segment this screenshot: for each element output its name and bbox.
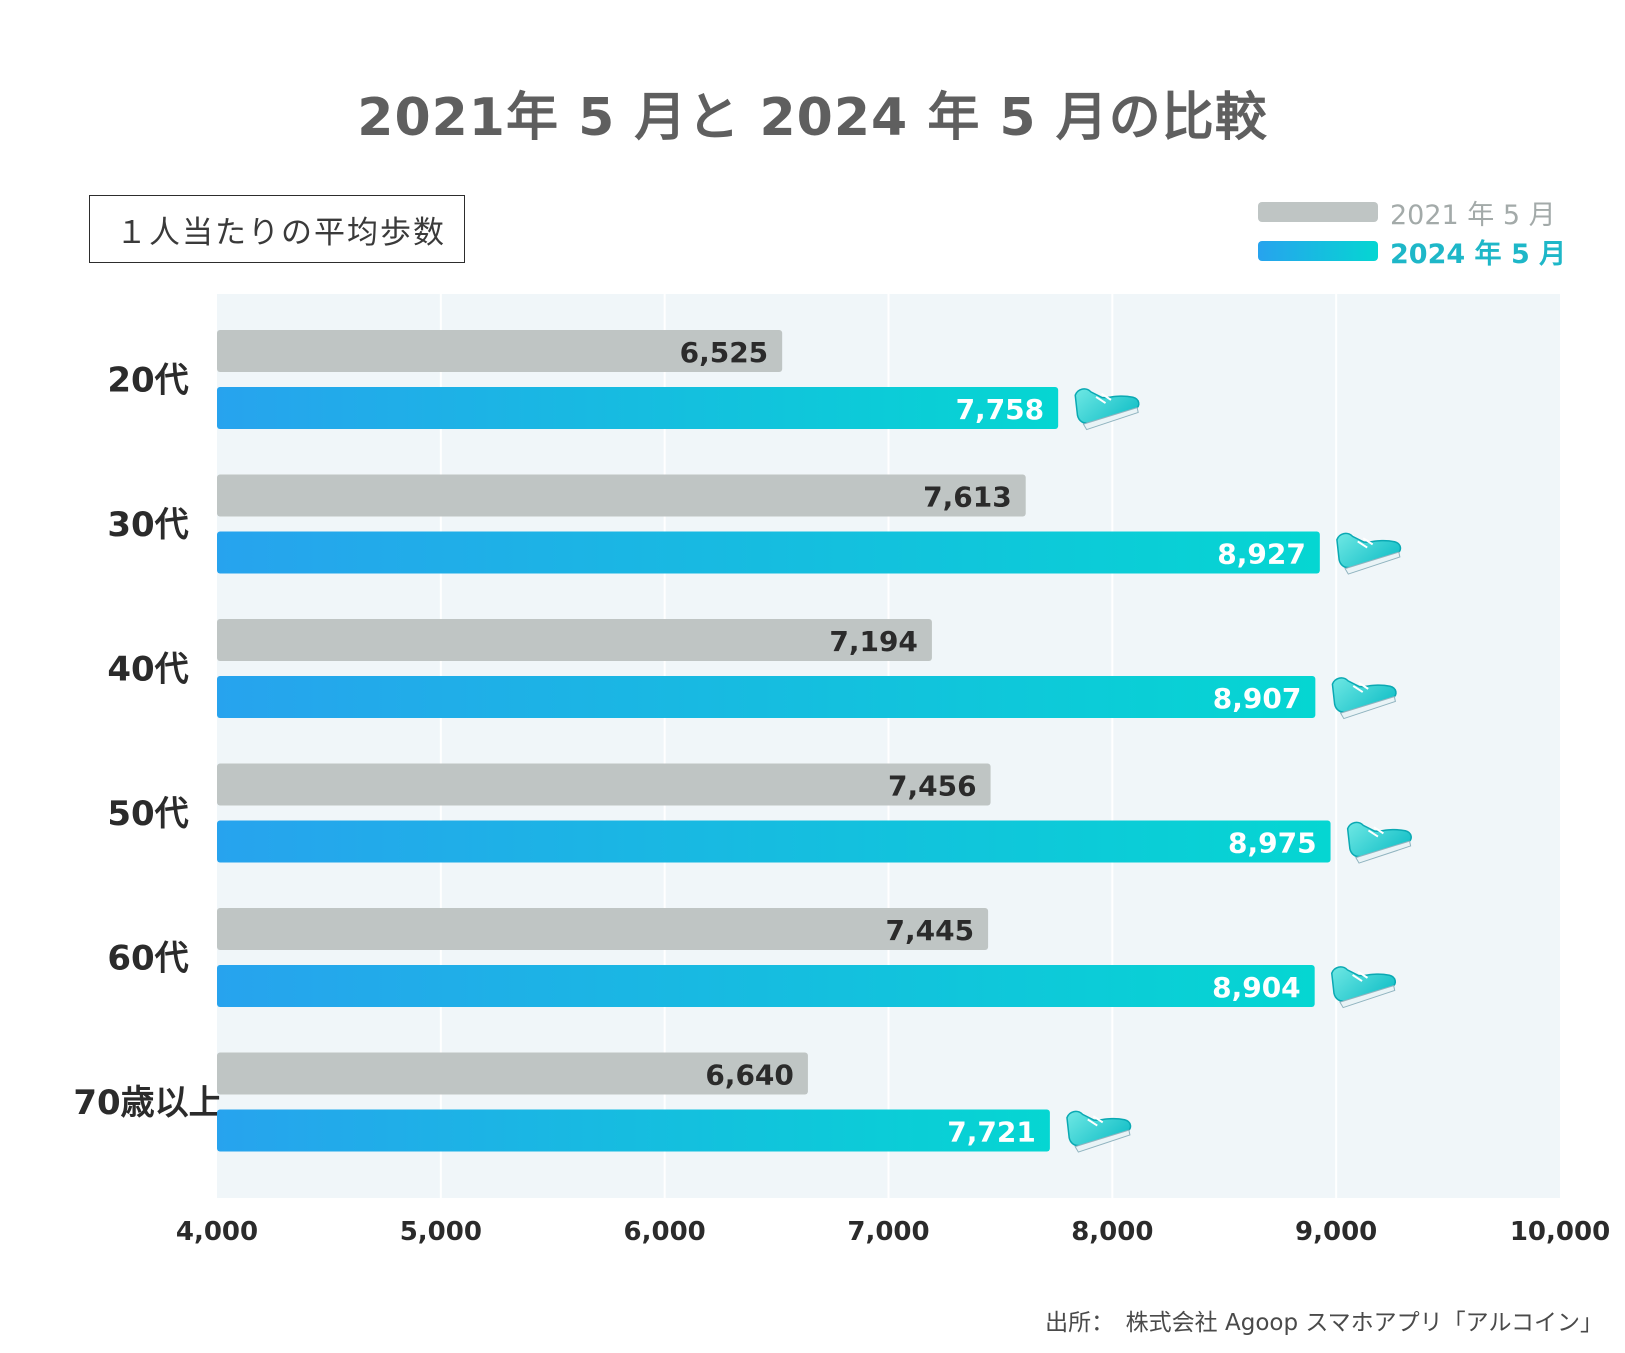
legend-swatch-2021 <box>1258 202 1378 222</box>
sneaker-laces <box>1367 826 1384 838</box>
sneaker-laces <box>1352 681 1369 693</box>
sneaker-icon <box>1331 677 1397 720</box>
sneaker-body <box>1066 1110 1132 1147</box>
sneaker-icon <box>1346 821 1412 864</box>
sneaker-sole <box>1355 840 1412 864</box>
bar-2024 <box>217 965 1315 1007</box>
data-label-2024: 7,721 <box>947 1116 1036 1149</box>
sneaker-sole <box>1082 406 1139 431</box>
data-label-2021: 7,456 <box>888 770 977 803</box>
x-tick-label: 10,000 <box>1510 1217 1610 1247</box>
sneaker-sole <box>1339 984 1396 1009</box>
legend-item-2024: 2024 年 5 月 <box>1258 234 1598 270</box>
data-label-2021: 7,613 <box>923 481 1012 514</box>
category-label: 50代 <box>107 794 188 834</box>
sneaker-sole <box>1074 1129 1131 1153</box>
sneaker-body <box>1074 388 1140 424</box>
bar-2021 <box>217 619 932 661</box>
sneaker-laces <box>1095 392 1112 404</box>
bar-2024 <box>217 676 1316 718</box>
bar-2024 <box>217 820 1331 863</box>
sneaker-icon <box>1330 966 1397 1009</box>
data-label-2021: 7,194 <box>829 625 918 658</box>
bar-2024 <box>217 387 1059 429</box>
legend-item-2021: 2021 年 5 月 <box>1258 195 1598 231</box>
bar-2021 <box>217 330 783 372</box>
sneaker-icon <box>1074 388 1140 431</box>
x-tick-label: 9,000 <box>1295 1217 1377 1247</box>
data-label-2024: 8,904 <box>1212 971 1301 1004</box>
sneaker-laces <box>1357 537 1374 549</box>
category-label: 30代 <box>107 505 188 545</box>
chart-title: 2021年 5 月と 2024 年 5 月の比較 <box>357 88 1268 148</box>
data-label-2021: 6,640 <box>705 1059 794 1092</box>
sneaker-body <box>1336 532 1402 569</box>
legend-swatch-2024 <box>1258 241 1378 261</box>
bar-2024 <box>217 531 1320 574</box>
bar-2021 <box>217 763 991 806</box>
x-tick-label: 4,000 <box>176 1217 258 1247</box>
data-label-2024: 8,975 <box>1228 827 1317 860</box>
sneaker-sole <box>1339 695 1396 720</box>
x-tick-label: 6,000 <box>624 1217 706 1247</box>
sneaker-body <box>1330 966 1397 1002</box>
legend-label-2024: 2024 年 5 月 <box>1390 238 1567 270</box>
data-label-2024: 8,927 <box>1217 538 1306 571</box>
bar-2021 <box>217 908 989 950</box>
data-label-2021: 6,525 <box>680 336 769 369</box>
sneaker-icon <box>1336 532 1402 575</box>
data-label-2024: 8,907 <box>1213 682 1302 715</box>
category-label: 60代 <box>107 939 188 979</box>
category-label: 20代 <box>107 361 188 401</box>
sneaker-laces <box>1352 970 1369 982</box>
data-label-2021: 7,445 <box>886 914 975 947</box>
legend: 2021 年 5 月 2024 年 5 月 <box>1258 195 1598 273</box>
sneaker-icon <box>1066 1110 1132 1153</box>
bar-2021 <box>217 1052 808 1095</box>
category-label: 70歳以上 <box>73 1083 222 1123</box>
sneaker-laces <box>1087 1115 1104 1127</box>
x-tick-label: 7,000 <box>847 1217 929 1247</box>
category-label: 40代 <box>107 650 188 690</box>
source-note: 出所： 株式会社 Agoop スマホアプリ「アルコイン」 <box>1045 1310 1603 1336</box>
sneaker-body <box>1346 821 1412 858</box>
sneaker-sole <box>1344 551 1401 575</box>
data-label-2024: 7,758 <box>956 393 1045 426</box>
bar-2021 <box>217 474 1026 517</box>
x-tick-label: 8,000 <box>1071 1217 1153 1247</box>
sneaker-body <box>1331 677 1397 713</box>
metric-label-box: １人当たりの平均歩数 <box>89 195 465 263</box>
x-tick-label: 5,000 <box>400 1217 482 1247</box>
legend-label-2021: 2021 年 5 月 <box>1390 199 1556 231</box>
bar-2024 <box>217 1109 1050 1152</box>
metric-label: １人当たりの平均歩数 <box>116 214 446 251</box>
